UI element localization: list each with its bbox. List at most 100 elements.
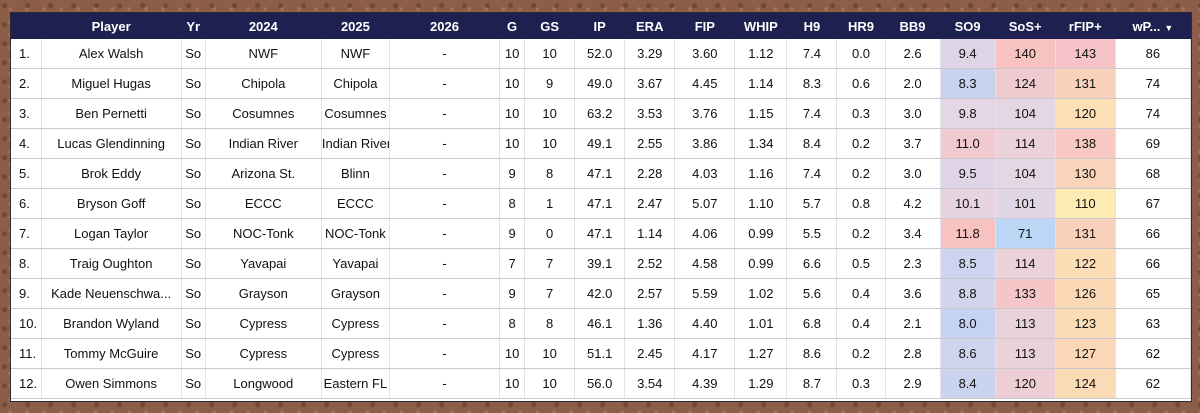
player-row[interactable]: 7. Logan Taylor So NOC-Tonk NOC-Tonk -9 0 47.1 1… [11, 218, 1192, 249]
stat-cell: 2.3 [885, 248, 941, 279]
column-header[interactable]: SO9 [940, 13, 996, 39]
stat-cell: So [181, 39, 206, 69]
stat-cell: 3.53 [624, 98, 676, 129]
rank-cell: 10. [11, 308, 42, 339]
stat-cell: 5.59 [674, 278, 736, 309]
stat-cell: 49.1 [574, 128, 626, 159]
stat-cell: 2.55 [624, 128, 676, 159]
player-cell: Alex Walsh [41, 39, 182, 69]
stat-cell: 1.29 [734, 368, 788, 399]
stat-cell: 8.3 [940, 68, 996, 99]
stat-cell: 62 [1115, 368, 1192, 399]
header-label: 2026 [430, 18, 459, 34]
stat-cell: 4.17 [674, 338, 736, 369]
player-cell: Brandon Wyland [41, 308, 182, 339]
stat-cell: 0 [524, 218, 576, 249]
stat-cell: 4.58 [674, 248, 736, 279]
column-header[interactable]: WHIP [734, 13, 787, 39]
stat-cell: 47.1 [574, 188, 626, 219]
stat-cell: 6.8 [786, 308, 838, 339]
stat-cell: 10 [524, 98, 576, 129]
column-header[interactable]: 2024 [205, 13, 322, 39]
stat-cell: 63 [1115, 308, 1192, 339]
stat-cell: 1.14 [624, 218, 676, 249]
column-header[interactable]: IP [574, 13, 625, 39]
column-header[interactable]: Player [41, 13, 182, 39]
header-label: 2024 [248, 18, 278, 34]
player-row[interactable]: 11. Tommy McGuire So Cypress Cypress -10 10 51.… [11, 338, 1192, 369]
header-label: IP [593, 18, 606, 34]
stat-cell: 7.4 [786, 98, 838, 129]
player-cell: Kade Neuenschwa... [41, 278, 182, 309]
rank-cell: 8. [11, 248, 42, 279]
column-header[interactable]: 2025 [321, 13, 390, 39]
stat-cell: 51.1 [574, 338, 626, 369]
stat-cell: 10 [524, 39, 576, 69]
stat-cell: 8 [499, 308, 526, 339]
column-header[interactable]: G [499, 13, 525, 39]
column-header[interactable]: SoS+ [995, 13, 1056, 39]
stat-cell: 10 [499, 39, 526, 69]
stat-cell: 4.39 [674, 368, 736, 399]
player-row[interactable]: 8. Traig Oughton So Yavapai Yavapai -7 7 39.1 2.… [11, 248, 1192, 279]
column-header[interactable]: wP... ▼ [1115, 13, 1191, 39]
stat-cell: 0.6 [836, 68, 886, 99]
stat-cell: 113 [995, 338, 1056, 369]
header-label: wP... [1132, 18, 1161, 34]
stat-cell: 5.6 [786, 278, 838, 309]
column-header[interactable]: HR9 [836, 13, 886, 39]
column-header[interactable]: ERA [624, 13, 675, 39]
stat-cell: 1.15 [734, 98, 788, 129]
rank-cell: 9. [11, 278, 42, 309]
stat-cell: 10 [499, 98, 526, 129]
player-row[interactable]: 10. Brandon Wyland So Cypress Cypress -8 8 46.1… [11, 308, 1192, 339]
player-row[interactable]: 4. Lucas Glendinning So Indian River Indian … [11, 128, 1192, 159]
column-header[interactable]: FIP [674, 13, 735, 39]
stat-cell: 8.4 [940, 368, 996, 399]
player-cell: Miguel Hugas [41, 68, 182, 99]
player-row[interactable]: 3. Ben Pernetti So Cosumnes Cosumnes -10 10 63.… [11, 98, 1192, 129]
player-row[interactable]: 1. Alex Walsh So NWF NWF -10 10 52.0 3.29 3.60 1.1… [11, 39, 1192, 69]
stat-cell: 11.8 [940, 218, 996, 249]
stat-cell: 5.07 [674, 188, 736, 219]
player-row[interactable]: 5. Brok Eddy So Arizona St. Blinn -9 8 47.1 2.28… [11, 158, 1192, 189]
stat-cell: 9 [499, 278, 526, 309]
stat-cell: 0.2 [836, 128, 886, 159]
stat-cell: 2.57 [624, 278, 676, 309]
stat-cell: 101 [995, 188, 1056, 219]
player-row[interactable]: 9. Kade Neuenschwa... So Grayson Grayson -9 7 4… [11, 278, 1192, 309]
sort-arrow[interactable]: ▼ [1164, 22, 1174, 33]
stat-cell: 1.36 [624, 308, 676, 339]
stat-cell: Cypress [205, 338, 322, 369]
stat-cell: 8.5 [940, 248, 996, 279]
stat-cell: 49.0 [574, 68, 626, 99]
stat-cell: 0.4 [836, 308, 886, 339]
column-header[interactable]: H9 [786, 13, 837, 39]
stat-cell: Cosumnes [205, 98, 322, 129]
stat-cell: Cypress [205, 308, 322, 339]
stat-cell: 0.2 [836, 218, 886, 249]
player-cell: Traig Oughton [41, 248, 182, 279]
stat-cell: 47.1 [574, 158, 626, 189]
stat-cell: 140 [995, 39, 1056, 69]
column-header[interactable]: rFIP+ [1055, 13, 1116, 39]
stat-cell: 2.1 [885, 308, 941, 339]
stat-cell: 66 [1115, 248, 1192, 279]
stat-cell: 1 [524, 188, 576, 219]
player-row[interactable]: 2. Miguel Hugas So Chipola Chipola -10 9 49.0 3.… [11, 68, 1192, 99]
player-row[interactable]: 12. Owen Simmons So Longwood Eastern FL -10 10… [11, 368, 1192, 399]
rank-cell: 7. [11, 218, 42, 249]
header-label: SoS+ [1008, 18, 1042, 34]
stat-cell: 52.0 [574, 39, 626, 69]
stat-cell: 9 [499, 218, 526, 249]
rank-cell: 6. [11, 188, 42, 219]
player-row[interactable]: 6. Bryson Goff So ECCC ECCC -8 1 47.1 2.47 5.07 1.… [11, 188, 1192, 219]
column-header[interactable]: Yr [181, 13, 206, 39]
rank-cell: 11. [11, 338, 42, 369]
column-header[interactable]: 2026 [389, 13, 500, 39]
stat-cell: 5.5 [786, 218, 838, 249]
column-header[interactable]: BB9 [885, 13, 941, 39]
column-header[interactable]: GS [524, 13, 575, 39]
stat-cell: So [181, 68, 206, 99]
stat-cell: 8.7 [786, 368, 838, 399]
